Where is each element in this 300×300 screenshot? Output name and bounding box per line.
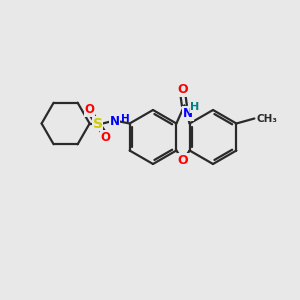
Text: N: N: [183, 107, 193, 120]
Text: O: O: [85, 103, 94, 116]
Text: H: H: [190, 103, 200, 112]
Text: N: N: [110, 115, 120, 128]
Text: CH₃: CH₃: [256, 113, 278, 124]
Text: O: O: [178, 154, 188, 167]
Text: H: H: [121, 115, 129, 124]
Text: O: O: [177, 83, 188, 96]
Text: O: O: [100, 131, 111, 144]
Text: S: S: [93, 116, 103, 130]
